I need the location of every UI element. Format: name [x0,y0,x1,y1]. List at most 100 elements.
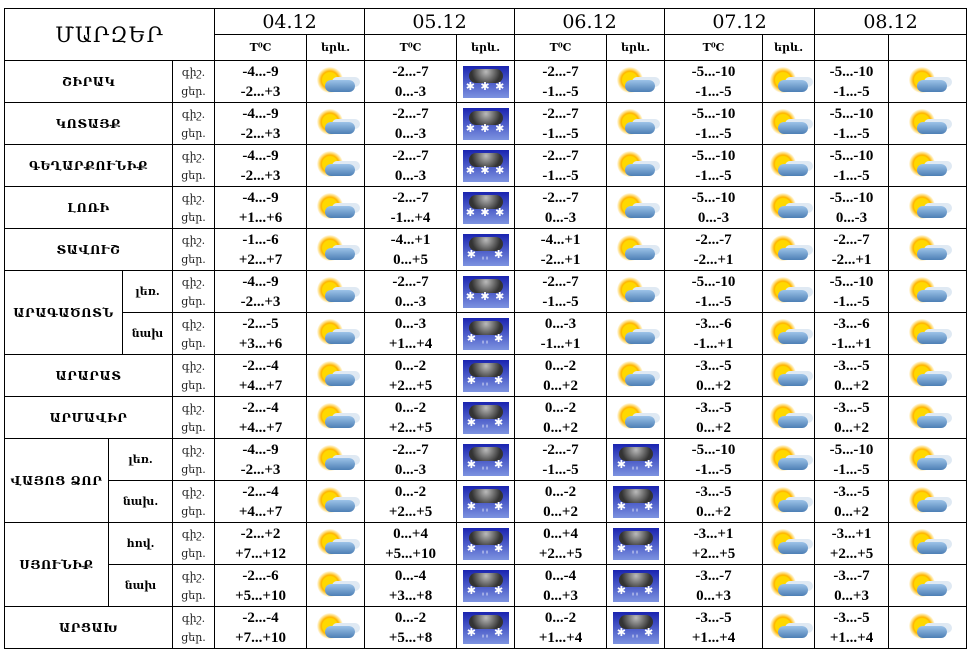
night-temperature: -2...-7 [695,231,732,248]
temperature-header: T⁰C [514,34,608,61]
weather-icon-cell: ✱ ˌˌ ✱ [606,480,666,523]
night-label: գիշ. [181,65,206,79]
region-row: նախ գիշ. ցեր. -2...-5 +3...+6 0...-3 +1...+4 ✱ … [5,312,968,355]
night-label: գիշ. [181,401,206,415]
night-day-labels: գիշ. ցեր. [171,438,216,481]
night-temperature: -2...-7 [392,189,429,206]
weather-icon-cell: ✱ ˌˌ ✱ [456,480,516,523]
date-header: 05.12 [364,8,516,35]
day-temperature: -1...-5 [542,167,579,184]
night-temperature: -3...-5 [695,609,732,626]
night-temperature: -3...+1 [831,525,872,542]
weather-icon-cell [762,438,816,481]
temperature-cell: 0...-2 +2...+5 [364,396,458,439]
partly-sunny-icon [766,443,812,477]
night-day-labels: գիշ. ցեր. [171,354,216,397]
night-label: գիշ. [181,317,206,331]
partly-sunny-icon [313,527,359,561]
temperature-cell: -5...-10 -1...-5 [664,270,764,313]
temperature-cell: 0...-4 +3...+8 [364,564,458,607]
night-temperature: -2...-7 [542,63,579,80]
temperature-cell: -3...-5 0...+2 [664,354,764,397]
temperature-cell: 0...-2 +2...+5 [364,480,458,523]
temperature-cell: -5...-10 -1...-5 [814,102,890,145]
partly-sunny-icon [313,317,359,351]
night-temperature: 0...-2 [544,357,577,374]
day-temperature: -2...+3 [240,83,281,100]
weather-icon-cell [762,480,816,523]
partly-sunny-icon [313,611,359,645]
night-temperature: -2...-4 [242,399,279,416]
region-name: ԱՐԱՐԱՏ [4,354,173,397]
region-row: ՇԻՐԱԿ գիշ. ցեր. -4...-9 -2...+3 -2...-7 0...-3… [4,60,968,103]
day-label: ցեր. [181,588,206,602]
night-label: գիշ. [181,485,206,499]
night-temperature: -5...-10 [691,147,736,164]
night-temperature: -5...-10 [829,63,874,80]
weather-icon-cell [888,60,968,103]
temperature-cell: -3...-5 +1...+4 [814,606,890,649]
night-temperature: 0...-2 [544,609,577,626]
date-header: 07.12 [664,8,816,35]
temperature-cell: -5...-10 -1...-5 [664,60,764,103]
partly-sunny-icon [313,149,359,183]
weather-icon-cell: ✱ ˌˌ ✱ [606,564,666,607]
temperature-header: T⁰C [364,34,458,61]
temperature-cell: -2...-7 0...-3 [364,270,458,313]
day-temperature: -2...+1 [540,251,581,268]
partly-sunny-icon [766,317,812,351]
sleet-icon: ✱ ˌˌ ✱ [462,611,509,644]
sleet-icon: ✱ ˌˌ ✱ [462,485,509,518]
night-temperature: -2...-7 [392,147,429,164]
night-label: գիշ. [181,233,206,247]
temperature-cell: -2...-7 -2...+1 [814,228,890,271]
partly-sunny-icon [766,401,812,435]
day-label: ցեր. [181,168,206,182]
day-label: ցեր. [181,504,206,518]
weather-icon-cell: ✱ ˌˌ ✱ [456,354,516,397]
night-temperature: -4...-9 [242,189,279,206]
night-day-labels: գիշ. ցեր. [171,60,216,103]
day-temperature: -1...-5 [695,125,732,142]
day-temperature: +2...+5 [538,545,583,562]
region-row: ԳԵՂԱՐՔՈՒՆԻՔ գիշ. ցեր. -4...-9 -2...+3 -2...-7… [4,144,968,187]
temperature-cell: -4...-9 -2...+3 [214,438,308,481]
weather-icon-cell [306,312,366,355]
day-temperature: 0...-3 [394,125,427,142]
day-temperature: -1...-5 [833,167,870,184]
day-temperature: 0...+3 [543,587,578,604]
night-day-labels: գիշ. ցեր. [171,522,216,565]
day-temperature: -2...+1 [831,251,872,268]
day-temperature: -2...+1 [693,251,734,268]
snow-icon: ✱ ✱ ✱ [462,107,509,140]
day-label: ցեր. [181,126,206,140]
day-temperature: +1...+4 [691,629,736,646]
day-temperature: +1...+4 [829,629,874,646]
partly-sunny-icon [313,359,359,393]
weather-header: երև. [306,34,366,61]
day-label: ցեր. [181,336,206,350]
night-temperature: -4...-9 [242,105,279,122]
weather-icon-cell: ✱ ˌˌ ✱ [456,438,516,481]
night-day-labels: գիշ. ցեր. [171,270,216,313]
temperature-cell: -3...-6 -1...+1 [814,312,890,355]
night-day-labels: գիշ. ցեր. [171,564,216,607]
weather-icon-cell [888,228,968,271]
temperature-cell: -3...-6 -1...+1 [664,312,764,355]
temperature-cell: -2...-7 0...-3 [364,438,458,481]
day-temperature: +1...+6 [238,209,283,226]
sleet-icon: ✱ ˌˌ ✱ [462,401,509,434]
temperature-header [814,34,890,61]
temperature-cell: 0...+4 +2...+5 [514,522,608,565]
night-temperature: 0...-2 [394,483,427,500]
temperature-cell: -5...-10 -1...-5 [814,438,890,481]
weather-icon-cell [762,228,816,271]
temperature-cell: -2...-7 -2...+1 [664,228,764,271]
night-temperature: 0...-4 [394,567,427,584]
weather-icon-cell [762,522,816,565]
night-temperature: -5...-10 [691,441,736,458]
night-temperature: 0...-4 [544,567,577,584]
regions-header: ՄԱՐԶԵՐ [3,8,216,61]
day-temperature: +3...+6 [238,335,283,352]
region-name: ՎԱՅՈՑ ՁՈՐ [4,438,109,523]
